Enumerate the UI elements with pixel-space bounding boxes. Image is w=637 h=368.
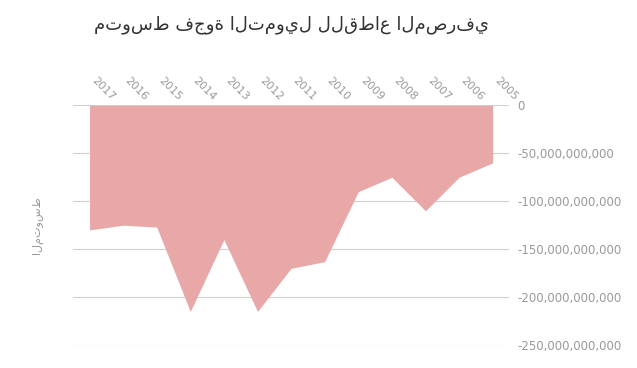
Title: متوسط فجوة التمويل للقطاع المصرفي: متوسط فجوة التمويل للقطاع المصرفي [94,15,489,33]
Text: المتوسط: المتوسط [32,196,43,254]
